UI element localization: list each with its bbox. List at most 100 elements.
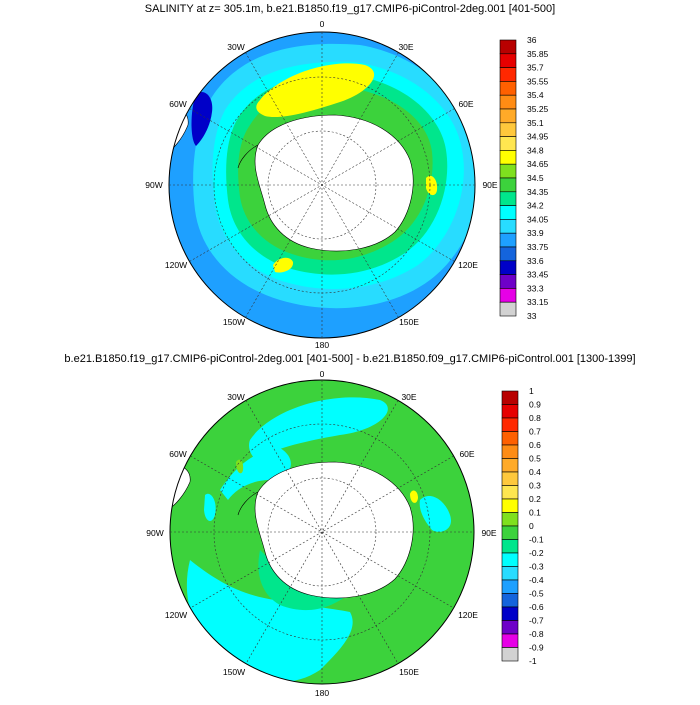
colorbar-label: 0.7	[529, 427, 541, 437]
lon-label-60w: 60W	[169, 99, 186, 109]
salinity-difference-map-panel: b.e21.B1850.f19_g17.CMIP6-piControl-2deg…	[0, 350, 700, 700]
colorbar-label: -1	[529, 656, 537, 666]
colorbar-swatch	[499, 163, 517, 179]
colorbar-label: 34.05	[527, 214, 549, 224]
colorbar-label: -0.8	[529, 629, 544, 639]
colorbar-swatch	[499, 94, 517, 110]
difference-polar-map: 0 30E 60E 90E 120E 150E 180 150W 120W 90…	[146, 369, 544, 698]
colorbar-label: 33.3	[527, 283, 544, 293]
colorbar-swatch	[499, 53, 517, 68]
colorbar-label: 0.9	[529, 400, 541, 410]
lon-label-150w: 150W	[223, 317, 245, 327]
colorbar-label: 35.1	[527, 118, 544, 128]
colorbar-label: -0.4	[529, 575, 544, 585]
colorbar-swatch	[501, 417, 519, 432]
lon-label-120e: 120E	[458, 260, 478, 270]
colorbar-label: 34.65	[527, 159, 549, 169]
lon-label-150w: 150W	[223, 667, 245, 677]
colorbar-swatch	[501, 647, 519, 662]
lon-label-120e: 120E	[458, 610, 478, 620]
colorbar-label: -0.2	[529, 548, 544, 558]
lon-label-90e: 90E	[482, 180, 497, 190]
difference-colorbar: 1 0.9 0.8 0.7 0.6 0.5 0.4 0.3 0.2 0.1 0 -0.1 -0.2 -0.…	[501, 386, 544, 666]
colorbar-label: 35.85	[527, 49, 549, 59]
colorbar-label: 34.95	[527, 132, 549, 142]
colorbar-swatch	[499, 274, 517, 289]
lon-label-30e: 30E	[401, 392, 416, 402]
colorbar-swatch	[499, 136, 517, 151]
colorbar-label: -0.5	[529, 589, 544, 599]
colorbar-swatch	[501, 512, 519, 527]
colorbar-label: 34.8	[527, 145, 544, 155]
colorbar-label: 0.6	[529, 440, 541, 450]
colorbar-label: 36	[527, 35, 537, 45]
colorbar-swatch	[501, 620, 519, 635]
colorbar-swatch	[499, 122, 517, 137]
panel-title: b.e21.B1850.f19_g17.CMIP6-piControl-2deg…	[64, 353, 636, 365]
colorbar-label: 33.45	[527, 270, 549, 280]
colorbar-label: 35.55	[527, 76, 549, 86]
colorbar-swatch	[501, 579, 519, 594]
colorbar-label: 33.75	[527, 242, 549, 252]
colorbar-label: -0.7	[529, 616, 544, 626]
colorbar-label: 0.2	[529, 494, 541, 504]
colorbar-swatch	[499, 260, 517, 275]
colorbar-swatch	[499, 81, 517, 96]
colorbar-swatch	[501, 566, 519, 581]
colorbar-label: 34.35	[527, 187, 549, 197]
lon-label-90w: 90W	[145, 180, 162, 190]
lon-label-30e: 30E	[398, 42, 413, 52]
colorbar-swatch	[501, 593, 519, 608]
colorbar-swatch	[499, 108, 517, 124]
lon-label-0: 0	[320, 19, 325, 29]
colorbar-swatch	[499, 246, 517, 262]
colorbar-swatch	[499, 301, 517, 317]
lon-label-90w: 90W	[146, 528, 163, 538]
colorbar-label: 1	[529, 386, 534, 396]
colorbar-label: -0.1	[529, 535, 544, 545]
colorbar-swatch	[501, 552, 519, 567]
colorbar-swatch	[501, 404, 519, 419]
colorbar-swatch	[501, 444, 519, 459]
colorbar-swatch	[499, 288, 517, 303]
graticule	[170, 380, 474, 684]
colorbar-swatch	[499, 219, 517, 234]
colorbar-swatch	[501, 633, 519, 648]
panel-title: SALINITY at z= 305.1m, b.e21.B1850.f19_g…	[144, 3, 556, 15]
colorbar-swatch	[501, 525, 519, 540]
colorbar-swatch	[501, 431, 519, 446]
colorbar-swatch	[499, 177, 517, 193]
colorbar-label: 35.7	[527, 63, 544, 73]
colorbar-swatch	[501, 390, 519, 405]
colorbar-label: 0.5	[529, 454, 541, 464]
salinity-colorbar: 36 35.85 35.7 35.55 35.4 35.25 35.1 34.95 34.8 34…	[499, 35, 549, 321]
lon-label-60e: 60E	[458, 99, 473, 109]
colorbar-label: -0.9	[529, 643, 544, 653]
colorbar-label: 0.1	[529, 508, 541, 518]
lon-label-180: 180	[315, 688, 329, 698]
colorbar-swatch	[499, 39, 517, 55]
lon-label-150e: 150E	[399, 667, 419, 677]
lon-label-30w: 30W	[227, 392, 244, 402]
colorbar-swatch	[499, 232, 517, 248]
colorbar-label: 35.4	[527, 90, 544, 100]
colorbar-swatch	[499, 191, 517, 206]
colorbar-swatch	[501, 458, 519, 473]
lon-label-120w: 120W	[165, 610, 187, 620]
colorbar-swatch	[501, 498, 519, 513]
colorbar-swatch	[501, 471, 519, 486]
salinity-map-panel: SALINITY at z= 305.1m, b.e21.B1850.f19_g…	[0, 0, 700, 350]
lon-label-90e: 90E	[481, 528, 496, 538]
colorbar-label: 35.25	[527, 104, 549, 114]
graticule	[169, 32, 475, 338]
colorbar-label: 0	[529, 521, 534, 531]
colorbar-swatch	[499, 67, 517, 82]
lon-label-60w: 60W	[169, 449, 186, 459]
colorbar-label: 34.5	[527, 173, 544, 183]
colorbar-swatch	[501, 485, 519, 500]
colorbar-label: 33.9	[527, 228, 544, 238]
salinity-polar-map: 0 30E 60E 90E 120E 150E 180 150W 120W 90…	[145, 19, 549, 350]
lon-label-30w: 30W	[227, 42, 244, 52]
colorbar-swatch	[501, 539, 519, 554]
colorbar-label: 33	[527, 311, 537, 321]
